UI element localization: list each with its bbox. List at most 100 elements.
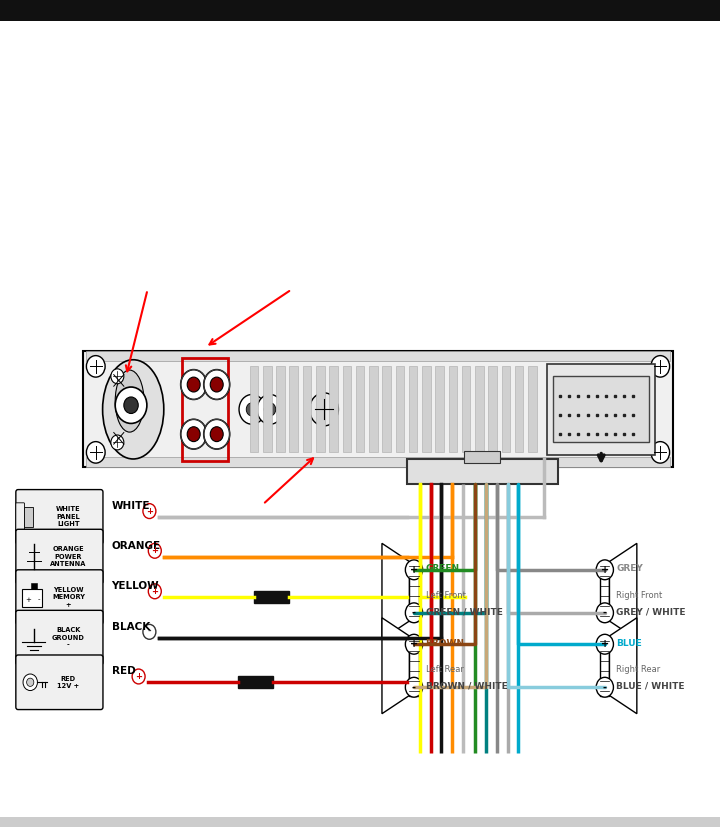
Circle shape xyxy=(115,387,147,423)
Text: Left Front: Left Front xyxy=(426,591,465,600)
Text: RED
12V +: RED 12V + xyxy=(58,676,79,689)
Circle shape xyxy=(651,442,670,463)
Bar xyxy=(238,676,272,688)
Text: -: - xyxy=(603,682,607,692)
Text: RED: RED xyxy=(112,667,135,676)
FancyBboxPatch shape xyxy=(16,610,103,665)
Text: ORANGE
POWER
ANTENNA: ORANGE POWER ANTENNA xyxy=(50,546,86,567)
Bar xyxy=(24,507,33,527)
Bar xyxy=(276,366,285,452)
Bar xyxy=(31,583,37,589)
Circle shape xyxy=(111,435,124,450)
FancyBboxPatch shape xyxy=(407,459,558,484)
Bar xyxy=(86,457,670,467)
Text: +: + xyxy=(25,596,31,603)
Text: WHITE
PANEL
LIGHT: WHITE PANEL LIGHT xyxy=(56,506,81,528)
Circle shape xyxy=(405,634,423,654)
FancyBboxPatch shape xyxy=(16,655,103,710)
Bar xyxy=(289,366,298,452)
Circle shape xyxy=(124,397,138,414)
Circle shape xyxy=(405,677,423,697)
Circle shape xyxy=(596,677,613,697)
Bar xyxy=(395,366,404,452)
Bar xyxy=(263,366,271,452)
Circle shape xyxy=(596,603,613,623)
Text: ORANGE: ORANGE xyxy=(112,541,161,551)
Bar xyxy=(86,351,670,361)
FancyBboxPatch shape xyxy=(547,364,655,455)
Text: Right Rear: Right Rear xyxy=(616,666,660,674)
Bar xyxy=(502,366,510,452)
Circle shape xyxy=(210,377,223,392)
Text: Left Rear: Left Rear xyxy=(426,666,464,674)
Bar xyxy=(515,366,523,452)
Circle shape xyxy=(596,560,613,580)
Bar xyxy=(409,366,418,452)
Bar xyxy=(436,366,444,452)
Bar xyxy=(528,366,536,452)
Circle shape xyxy=(596,634,613,654)
Bar xyxy=(488,366,497,452)
Circle shape xyxy=(204,419,230,449)
Circle shape xyxy=(405,603,423,623)
Bar xyxy=(409,562,419,621)
Bar xyxy=(464,451,500,463)
Circle shape xyxy=(143,504,156,519)
Text: BLUE / WHITE: BLUE / WHITE xyxy=(616,682,685,691)
Circle shape xyxy=(143,624,156,639)
Text: BLUE: BLUE xyxy=(616,639,642,648)
Circle shape xyxy=(111,369,124,384)
Polygon shape xyxy=(382,618,409,714)
Ellipse shape xyxy=(115,370,144,432)
Circle shape xyxy=(86,356,105,377)
Circle shape xyxy=(257,394,283,424)
Text: +: + xyxy=(410,639,418,649)
Circle shape xyxy=(187,427,200,442)
Circle shape xyxy=(210,427,223,442)
Text: GREY: GREY xyxy=(616,565,643,573)
Circle shape xyxy=(246,403,258,416)
Polygon shape xyxy=(382,543,409,639)
FancyBboxPatch shape xyxy=(16,570,103,624)
Text: GREEN / WHITE: GREEN / WHITE xyxy=(426,608,503,616)
Text: -: - xyxy=(412,608,416,618)
Bar xyxy=(409,636,419,696)
FancyBboxPatch shape xyxy=(16,529,103,584)
Circle shape xyxy=(132,669,145,684)
FancyBboxPatch shape xyxy=(553,376,649,442)
Bar xyxy=(600,636,609,696)
Text: +: + xyxy=(600,565,609,575)
Text: YELLOW
MEMORY
+: YELLOW MEMORY + xyxy=(52,586,85,608)
Text: BROWN / WHITE: BROWN / WHITE xyxy=(426,682,508,691)
Text: BROWN: BROWN xyxy=(426,639,464,648)
Text: Right Front: Right Front xyxy=(616,591,662,600)
Text: +: + xyxy=(600,639,609,649)
Text: BLACK: BLACK xyxy=(112,622,150,632)
Text: WHITE: WHITE xyxy=(112,501,150,511)
Bar xyxy=(356,366,364,452)
Text: BLACK
GROUND
-: BLACK GROUND - xyxy=(52,627,85,648)
Text: +: + xyxy=(146,507,153,515)
Text: -: - xyxy=(148,628,151,636)
Bar xyxy=(329,366,338,452)
Bar xyxy=(343,366,351,452)
Bar xyxy=(254,591,289,603)
Bar xyxy=(0,817,720,827)
Text: YELLOW: YELLOW xyxy=(112,581,159,591)
Text: -: - xyxy=(603,608,607,618)
Ellipse shape xyxy=(102,360,163,459)
Bar xyxy=(449,366,457,452)
Bar xyxy=(600,562,609,621)
Bar xyxy=(422,366,431,452)
Bar xyxy=(316,366,325,452)
Text: +: + xyxy=(135,672,142,681)
Circle shape xyxy=(181,419,207,449)
Circle shape xyxy=(405,560,423,580)
Circle shape xyxy=(310,393,338,426)
Bar xyxy=(302,366,311,452)
Text: +: + xyxy=(410,565,418,575)
Text: GREY / WHITE: GREY / WHITE xyxy=(616,608,686,616)
Bar xyxy=(22,589,42,607)
Bar xyxy=(0,0,720,21)
Circle shape xyxy=(651,356,670,377)
